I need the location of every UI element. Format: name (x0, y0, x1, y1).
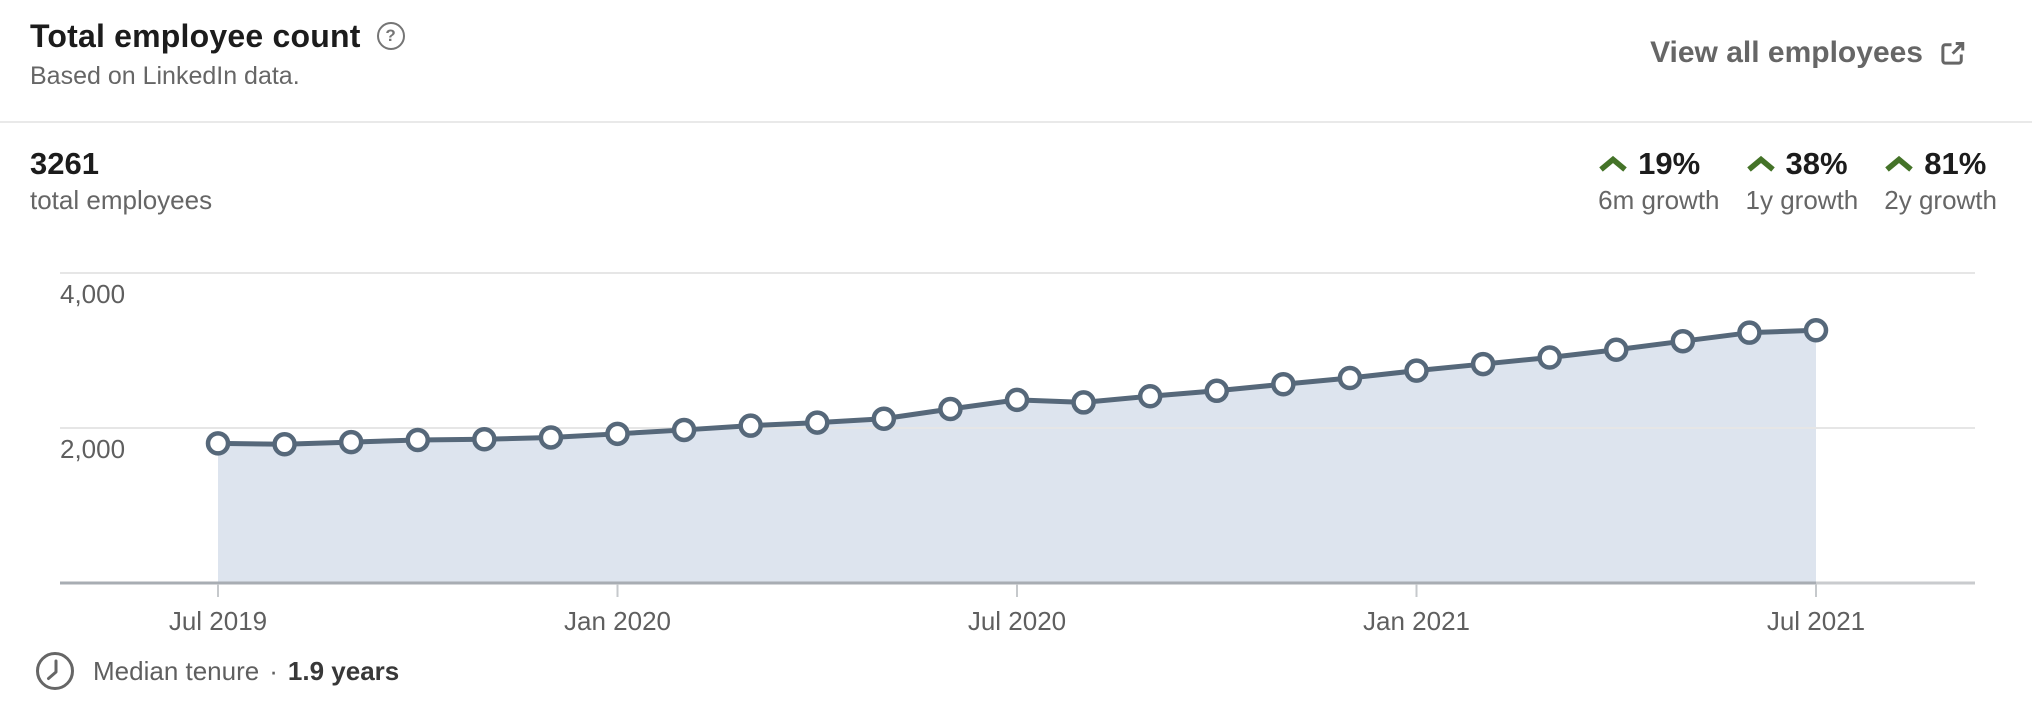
chevron-up-icon (1598, 155, 1628, 173)
data-point[interactable] (671, 417, 697, 443)
header-divider (0, 121, 2032, 123)
view-all-employees-link[interactable]: View all employees (1650, 36, 1968, 70)
data-point[interactable] (1004, 387, 1030, 413)
card-subtitle: Based on LinkedIn data. (30, 62, 300, 90)
data-point[interactable] (1337, 365, 1363, 391)
x-axis-label: Jan 2020 (564, 606, 671, 636)
question-mark-circle-icon[interactable]: ? (376, 22, 405, 50)
median-tenure-row: Median tenure · 1.9 years (34, 650, 399, 692)
total-employees-label: total employees (30, 185, 213, 215)
data-point[interactable] (1670, 328, 1696, 354)
stats-row: 3261 total employees 19% 6m growth 3 (30, 123, 1997, 215)
data-point[interactable] (472, 426, 497, 452)
data-point[interactable] (1803, 318, 1829, 343)
data-point[interactable] (1071, 390, 1096, 415)
external-link-icon (1938, 38, 1968, 68)
data-point[interactable] (1404, 358, 1429, 383)
employee-count-chart: 4,000 2,000 Jul 2019 Jan 2020 Jul 2020 Jan 20… (60, 272, 1975, 636)
x-axis-label: Jul 2019 (169, 606, 267, 636)
chevron-up-icon (1746, 155, 1776, 173)
data-point[interactable] (1604, 337, 1629, 362)
total-employees-block: 3261 total employees (30, 123, 213, 216)
growth-value: 38% (1785, 146, 1848, 181)
growth-stat-2y: 81% 2y growth (1884, 146, 1997, 215)
page-title: Total employee count (30, 18, 361, 54)
x-axis-label: Jan 2021 (1363, 606, 1470, 636)
growth-label: 1y growth (1745, 185, 1859, 215)
growth-stat-1y: 38% 1y growth (1745, 146, 1859, 215)
data-point[interactable] (605, 421, 630, 447)
data-point[interactable] (1271, 371, 1296, 397)
y-axis-label: 2,000 (60, 434, 125, 464)
data-point[interactable] (1470, 351, 1496, 377)
data-point[interactable] (538, 425, 564, 450)
data-point[interactable] (938, 396, 963, 422)
data-point[interactable] (738, 413, 763, 438)
data-point[interactable] (1137, 383, 1163, 409)
view-all-employees-label: View all employees (1650, 36, 1923, 69)
trend-line (217, 327, 1817, 447)
growth-stat-6m: 19% 6m growth (1598, 146, 1720, 215)
x-axis-label: Jul 2020 (968, 606, 1066, 636)
data-point[interactable] (1204, 378, 1229, 404)
x-axis-label: Jul 2021 (1767, 606, 1865, 636)
data-point[interactable] (205, 431, 231, 456)
data-point[interactable] (1537, 345, 1562, 370)
area-fill (218, 330, 1816, 583)
median-tenure-separator: · (269, 655, 278, 686)
data-point[interactable] (871, 406, 897, 431)
growth-value: 81% (1924, 146, 1987, 181)
data-point[interactable] (405, 427, 430, 453)
y-axis-label: 4,000 (60, 279, 125, 309)
data-point[interactable] (1737, 320, 1762, 345)
growth-stats: 19% 6m growth 38% 1y growth (1598, 146, 1997, 215)
growth-value: 19% (1638, 146, 1701, 181)
chevron-up-icon (1884, 155, 1914, 173)
growth-label: 6m growth (1598, 185, 1720, 215)
clock-icon (34, 650, 76, 692)
total-employees-value: 3261 (30, 146, 99, 181)
data-point[interactable] (272, 432, 297, 457)
data-point[interactable] (338, 429, 364, 455)
data-point[interactable] (805, 410, 830, 435)
median-tenure-label: Median tenure (93, 655, 260, 686)
growth-label: 2y growth (1884, 185, 1997, 215)
median-tenure-value: 1.9 years (287, 655, 400, 686)
